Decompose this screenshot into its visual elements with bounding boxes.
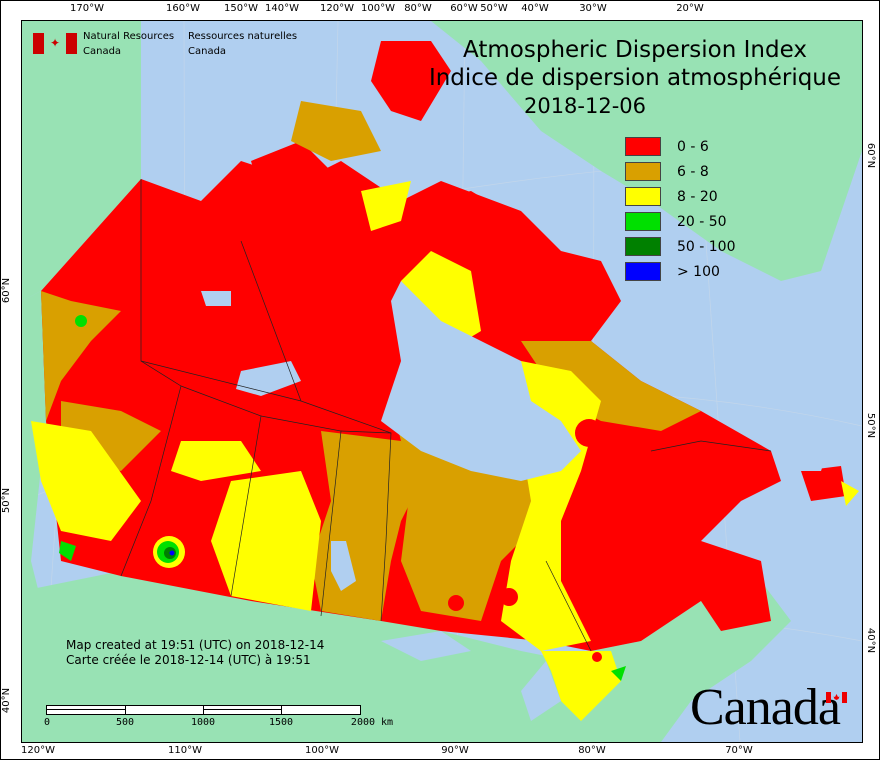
alaska xyxy=(22,21,141,301)
legend-item: 20 - 50 xyxy=(625,209,736,234)
lon-tick-bottom: 90°W xyxy=(441,745,469,756)
lon-tick-top: 60°W xyxy=(450,3,478,14)
legend-item: > 100 xyxy=(625,259,736,284)
lat-tick-left: 40°N xyxy=(1,687,13,714)
agency-name-en-line2: Canada xyxy=(83,46,122,57)
province-borders xyxy=(120,179,772,652)
map-canvas xyxy=(22,21,862,742)
lat-tick-left: 60°N xyxy=(1,277,13,304)
legend-label: 0 - 6 xyxy=(677,138,709,155)
scale-label: 500 xyxy=(115,717,135,728)
legend-label: 50 - 100 xyxy=(677,238,736,255)
map-date: 2018-12-06 xyxy=(523,94,647,118)
legend-label: > 100 xyxy=(677,263,720,280)
scale-label: 2000 km xyxy=(350,717,394,728)
lat-tick-right: 60°N xyxy=(865,142,877,169)
credit-en: Map created at 19:51 (UTC) on 2018-12-14 xyxy=(66,638,325,652)
lat-tick-right: 40°N xyxy=(865,627,877,654)
lon-tick-bottom: 100°W xyxy=(305,745,339,756)
title-en: Atmospheric Dispersion Index xyxy=(463,37,807,63)
lon-tick-top: 80°W xyxy=(404,3,432,14)
lon-tick-top: 50°W xyxy=(480,3,508,14)
legend-item: 0 - 6 xyxy=(625,134,736,159)
dispersion-map[interactable]: ✦ Natural Resources Canada Ressources na… xyxy=(21,20,863,743)
canada-flag-icon xyxy=(826,692,847,703)
legend-item: 6 - 8 xyxy=(625,159,736,184)
canada-flag-icon: ✦ xyxy=(33,33,77,54)
lat-tick-left: 50°N xyxy=(1,487,13,514)
map-title: Atmospheric Dispersion Index Indice de d… xyxy=(420,36,850,120)
legend-label: 6 - 8 xyxy=(677,163,709,180)
legend-label: 20 - 50 xyxy=(677,213,727,230)
scale-bar xyxy=(46,705,361,715)
legend-item: 50 - 100 xyxy=(625,234,736,259)
lon-tick-bottom: 110°W xyxy=(168,745,202,756)
lon-tick-bottom: 70°W xyxy=(725,745,753,756)
agency-name-en-line1: Natural Resources xyxy=(83,31,175,42)
lon-tick-bottom: 120°W xyxy=(21,745,55,756)
lon-tick-top: 170°W xyxy=(70,3,104,14)
water-bodies xyxy=(201,281,831,721)
map-credit: Map created at 19:51 (UTC) on 2018-12-14… xyxy=(66,638,324,668)
legend-swatch xyxy=(625,237,661,256)
lat-tick-right: 50°N xyxy=(865,412,877,439)
lon-tick-top: 160°W xyxy=(166,3,200,14)
lon-tick-top: 150°W xyxy=(224,3,258,14)
lon-tick-top: 120°W xyxy=(320,3,354,14)
legend-swatch xyxy=(625,262,661,281)
lon-tick-top: 20°W xyxy=(676,3,704,14)
title-fr: Indice de dispersion atmosphérique xyxy=(428,65,842,91)
canada-wordmark: Canada xyxy=(690,679,841,736)
agency-name-fr-line1: Ressources naturelles xyxy=(188,31,298,42)
scale-label: 1500 xyxy=(268,717,294,728)
legend-swatch xyxy=(625,162,661,181)
legend-item: 8 - 20 xyxy=(625,184,736,209)
lon-tick-top: 40°W xyxy=(521,3,549,14)
hudson-bay xyxy=(381,281,581,481)
legend: 0 - 6 6 - 8 8 - 20 20 - 50 50 - 100 > 10… xyxy=(625,134,736,284)
legend-swatch xyxy=(625,212,661,231)
scale-label: 0 xyxy=(43,717,51,728)
legend-label: 8 - 20 xyxy=(677,188,718,205)
lon-tick-top: 140°W xyxy=(265,3,299,14)
scale-label: 1000 xyxy=(190,717,216,728)
agency-name-fr-line2: Canada xyxy=(188,46,227,57)
legend-swatch xyxy=(625,137,661,156)
lon-tick-bottom: 80°W xyxy=(578,745,606,756)
lon-tick-top: 100°W xyxy=(361,3,395,14)
legend-swatch xyxy=(625,187,661,206)
credit-fr: Carte créée le 2018-12-14 (UTC) à 19:51 xyxy=(66,653,311,667)
lon-tick-top: 30°W xyxy=(579,3,607,14)
